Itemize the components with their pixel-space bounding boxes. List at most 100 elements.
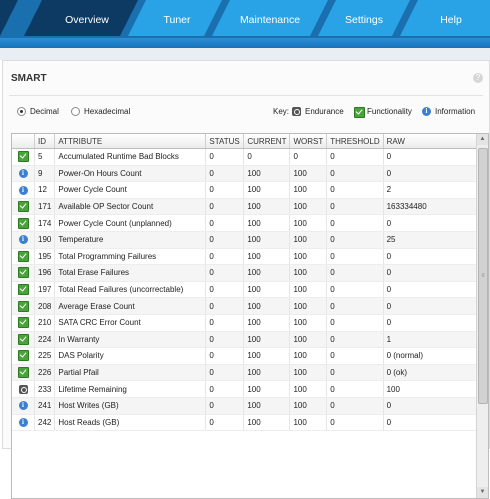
table-row[interactable]: 197 Total Read Failures (uncorrectable) 0 1… (12, 281, 483, 299)
cell-raw: 0 (383, 414, 483, 432)
cell-attribute: SATA CRC Error Count (54, 314, 207, 332)
cell-raw: 0 (383, 165, 483, 183)
table-header-row: ID ATTRIBUTE STATUS CURRENT WORST THRESH… (12, 134, 483, 149)
cell-raw: 0 (383, 297, 483, 315)
cell-status: 0 (205, 314, 245, 332)
gauge-icon (18, 384, 28, 394)
cell-status: 0 (205, 248, 245, 266)
cell-attribute: In Warranty (54, 331, 207, 349)
column-header-raw[interactable]: RAW (383, 134, 483, 149)
cell-id: 210 (34, 314, 56, 332)
cell-threshold: 0 (326, 231, 384, 249)
check-icon (17, 267, 29, 279)
table-row[interactable]: 224 In Warranty 0 100 100 0 1 (12, 331, 483, 349)
scroll-up-icon[interactable]: ▲ (477, 134, 488, 145)
tab-help[interactable]: Help (440, 14, 462, 26)
cell-attribute: Temperature (54, 231, 207, 249)
tab-tuner[interactable]: Tuner (163, 14, 191, 26)
row-icon-cell (12, 281, 35, 299)
key-functionality-label: Functionality (367, 107, 412, 116)
cell-status: 0 (205, 165, 245, 183)
cell-status: 0 (205, 364, 245, 382)
table-row[interactable]: 210 SATA CRC Error Count 0 100 100 0 0 (12, 314, 483, 332)
cell-status: 0 (205, 297, 245, 315)
table-row[interactable]: 233 Lifetime Remaining 0 100 100 0 100 (12, 380, 483, 398)
info-icon: i (18, 185, 28, 195)
column-header-status[interactable]: STATUS (205, 134, 245, 149)
smart-table-container[interactable]: ID ATTRIBUTE STATUS CURRENT WORST THRESH… (11, 133, 489, 499)
cell-current: 100 (243, 181, 291, 199)
check-icon (17, 367, 29, 379)
table-row[interactable]: i 241 Host Writes (GB) 0 100 100 0 0 (12, 397, 483, 415)
cell-attribute: Power Cycle Count (unplanned) (54, 214, 207, 232)
cell-threshold: 0 (326, 347, 384, 365)
cell-worst: 100 (289, 214, 328, 232)
table-row[interactable]: i 9 Power-On Hours Count 0 100 100 0 0 (12, 165, 483, 183)
check-icon (17, 217, 29, 229)
check-icon (17, 201, 29, 213)
table-row[interactable]: 195 Total Programming Failures 0 100 100 0 0 (12, 248, 483, 266)
cell-id: 171 (34, 198, 56, 216)
tab-overview[interactable]: Overview (65, 14, 109, 26)
page-header-gap (0, 48, 490, 60)
smart-table: ID ATTRIBUTE STATUS CURRENT WORST THRESH… (12, 134, 483, 432)
tab-maintenance[interactable]: Maintenance (239, 14, 301, 26)
table-row[interactable]: 196 Total Erase Failures 0 100 100 0 0 (12, 264, 483, 282)
tab-shape-maintenance[interactable] (212, 0, 328, 36)
cell-threshold: 0 (326, 297, 384, 315)
cell-attribute: Total Erase Failures (54, 264, 207, 282)
info-icon: i (18, 169, 28, 179)
table-row[interactable]: i 242 Host Reads (GB) 0 100 100 0 0 (12, 414, 483, 432)
scroll-thumb[interactable]: ≡ (478, 148, 488, 404)
cell-raw: 2 (383, 181, 483, 199)
tab-shape-help[interactable] (400, 0, 490, 36)
table-row[interactable]: 171 Available OP Sector Count 0 100 100 0 1633… (12, 198, 483, 216)
cell-id: 225 (34, 347, 56, 365)
cell-current: 100 (243, 414, 291, 432)
table-row[interactable]: 5 Accumulated Runtime Bad Blocks 0 0 0 0 0 (12, 148, 483, 166)
cell-threshold: 0 (326, 264, 384, 282)
tab-shape-overview[interactable] (24, 0, 138, 36)
decimal-label[interactable]: Decimal (30, 107, 59, 116)
scroll-down-icon[interactable]: ▼ (477, 487, 488, 498)
cell-raw: 163334480 (383, 198, 483, 216)
cell-worst: 100 (289, 181, 328, 199)
table-row[interactable]: i 190 Temperature 0 100 100 0 25 (12, 231, 483, 249)
column-header-threshold[interactable]: THRESHOLD (326, 134, 384, 149)
cell-worst: 100 (289, 314, 328, 332)
cell-threshold: 0 (326, 364, 384, 382)
hexadecimal-label[interactable]: Hexadecimal (84, 107, 131, 116)
row-icon-cell (12, 198, 35, 216)
column-header-attribute[interactable]: ATTRIBUTE (54, 134, 207, 149)
cell-threshold: 0 (326, 331, 384, 349)
cell-attribute: Lifetime Remaining (54, 380, 207, 398)
table-scrollbar[interactable]: ▲ ≡ ▼ (476, 134, 488, 498)
tab-shape-settings[interactable] (318, 0, 410, 36)
table-row[interactable]: 174 Power Cycle Count (unplanned) 0 100 100 0… (12, 214, 483, 232)
hexadecimal-radio[interactable] (71, 107, 80, 116)
check-icon (17, 151, 29, 163)
cell-raw: 0 (383, 314, 483, 332)
table-row[interactable]: 226 Partial Pfail 0 100 100 0 0 (ok) (12, 364, 483, 382)
cell-threshold: 0 (326, 248, 384, 266)
question-icon[interactable]: ? (473, 73, 483, 83)
cell-worst: 100 (289, 165, 328, 183)
table-row[interactable]: i 12 Power Cycle Count 0 100 100 0 2 (12, 181, 483, 199)
cell-worst: 100 (289, 380, 328, 398)
cell-raw: 0 (383, 264, 483, 282)
row-icon-cell (12, 331, 35, 349)
column-header-id[interactable]: ID (34, 134, 56, 149)
cell-id: 190 (34, 231, 56, 249)
cell-attribute: Total Read Failures (uncorrectable) (54, 281, 207, 299)
cell-raw: 0 (383, 148, 483, 166)
column-header-worst[interactable]: WORST (289, 134, 328, 149)
cell-worst: 100 (289, 414, 328, 432)
column-header-icon[interactable] (12, 134, 35, 149)
tab-shape-tuner[interactable] (128, 0, 222, 36)
column-header-current[interactable]: CURRENT (243, 134, 291, 149)
row-icon-cell (12, 364, 35, 382)
table-row[interactable]: 225 DAS Polarity 0 100 100 0 0 (normal) (12, 347, 483, 365)
table-row[interactable]: 208 Average Erase Count 0 100 100 0 0 (12, 297, 483, 315)
tab-settings[interactable]: Settings (345, 14, 383, 26)
decimal-radio[interactable] (17, 107, 26, 116)
